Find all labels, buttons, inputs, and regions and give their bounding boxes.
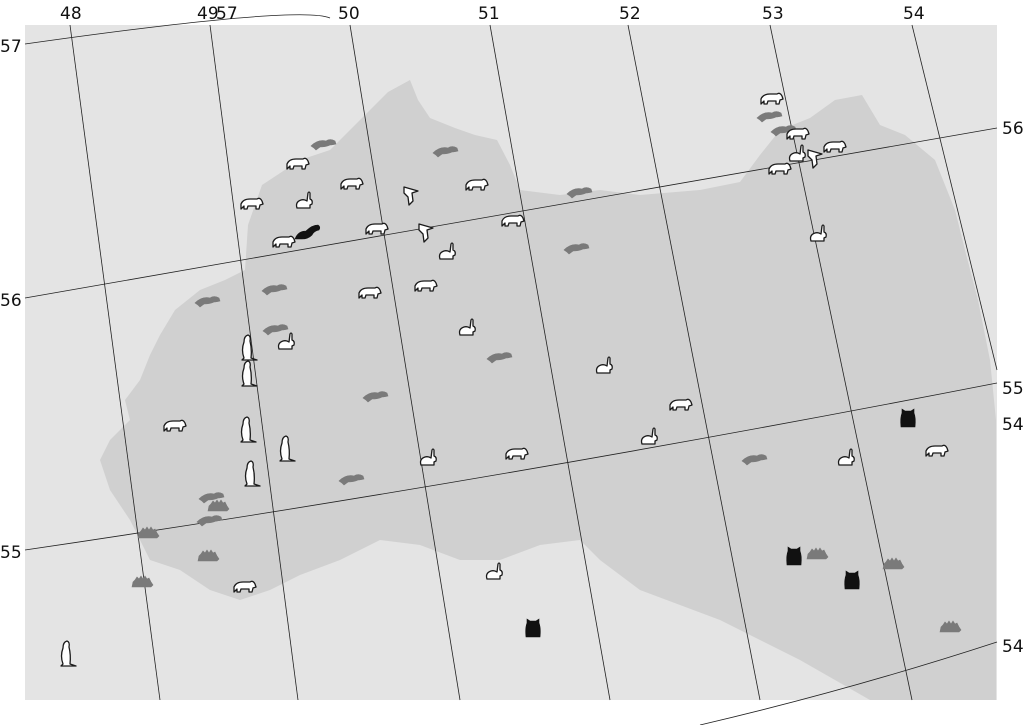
bear-icon[interactable] <box>272 235 296 248</box>
gopher-icon[interactable] <box>240 416 257 443</box>
rabbit-icon[interactable] <box>485 562 503 580</box>
rabbit-icon[interactable] <box>438 242 456 260</box>
longitude-line-50 <box>349 24 461 701</box>
bear-icon[interactable] <box>925 444 949 457</box>
longitude-line-54 <box>911 24 998 371</box>
gopher-icon[interactable] <box>241 360 258 387</box>
rabbit-icon[interactable] <box>837 448 855 466</box>
study-region <box>100 80 996 700</box>
hedgehog-icon[interactable] <box>137 526 160 539</box>
ferret-icon[interactable] <box>294 224 321 240</box>
otter-icon[interactable] <box>362 391 389 403</box>
bear-icon[interactable] <box>786 127 810 140</box>
bear-icon[interactable] <box>505 447 529 460</box>
bird-icon[interactable] <box>418 223 434 243</box>
latitude-lines <box>24 14 998 725</box>
hedgehog-icon[interactable] <box>882 557 905 570</box>
lon-label-54: 54 <box>903 4 925 24</box>
bear-icon[interactable] <box>233 580 257 593</box>
otter-icon[interactable] <box>563 243 590 255</box>
hamster-icon[interactable] <box>844 570 860 590</box>
rabbit-icon[interactable] <box>809 224 827 242</box>
bear-icon[interactable] <box>240 197 264 210</box>
bear-icon[interactable] <box>365 222 389 235</box>
bear-icon[interactable] <box>768 162 792 175</box>
bear-icon[interactable] <box>286 157 310 170</box>
longitude-line-51 <box>489 24 611 701</box>
otter-icon[interactable] <box>432 146 459 158</box>
otter-icon[interactable] <box>338 474 365 486</box>
lat-label-56-right: 56 <box>1002 119 1024 139</box>
bird-icon[interactable] <box>403 186 419 206</box>
rabbit-icon[interactable] <box>595 356 613 374</box>
otter-icon[interactable] <box>741 454 768 466</box>
bear-icon[interactable] <box>414 279 438 292</box>
rabbit-icon[interactable] <box>640 427 658 445</box>
lon-label-57: 57 <box>216 4 238 24</box>
gopher-icon[interactable] <box>244 460 261 487</box>
hedgehog-icon[interactable] <box>939 620 962 633</box>
latitude-labels-right: 56 55 54 54 <box>1002 119 1024 657</box>
longitude-line-52 <box>627 24 761 701</box>
gopher-icon[interactable] <box>279 435 296 462</box>
gopher-icon[interactable] <box>60 640 77 667</box>
otter-icon[interactable] <box>756 111 783 123</box>
otter-icon[interactable] <box>262 324 289 336</box>
longitude-lines <box>69 24 998 701</box>
lat-label-55-right: 55 <box>1002 379 1024 399</box>
bear-icon[interactable] <box>669 398 693 411</box>
bear-icon[interactable] <box>823 140 847 153</box>
lon-label-51: 51 <box>478 4 500 24</box>
bear-icon[interactable] <box>760 92 784 105</box>
bear-icon[interactable] <box>501 214 525 227</box>
latitude-line-56-left <box>24 127 998 299</box>
rabbit-icon[interactable] <box>277 332 295 350</box>
longitude-line-48 <box>69 24 161 701</box>
bear-icon[interactable] <box>163 419 187 432</box>
latitude-line-54 <box>699 641 998 725</box>
lon-label-52: 52 <box>619 4 641 24</box>
lon-label-48: 48 <box>60 4 82 24</box>
lon-label-49: 49 <box>197 4 219 24</box>
otter-icon[interactable] <box>196 515 223 527</box>
latitude-line-55-left <box>24 382 998 551</box>
longitude-line-49 <box>209 24 299 701</box>
lat-label-54-right-b: 54 <box>1002 637 1024 657</box>
bear-icon[interactable] <box>340 177 364 190</box>
lat-label-56: 56 <box>0 291 22 311</box>
species-markers <box>60 92 962 667</box>
rabbit-icon[interactable] <box>458 318 476 336</box>
bird-icon[interactable] <box>807 149 823 169</box>
rabbit-icon[interactable] <box>295 191 313 209</box>
otter-icon[interactable] <box>486 352 513 364</box>
hedgehog-icon[interactable] <box>131 575 154 588</box>
hamster-icon[interactable] <box>525 618 541 638</box>
otter-icon[interactable] <box>198 492 225 504</box>
longitude-labels: 48 49 57 50 51 52 53 54 <box>60 4 925 24</box>
hedgehog-icon[interactable] <box>207 499 230 512</box>
hamster-icon[interactable] <box>786 546 802 566</box>
otter-icon[interactable] <box>566 187 593 199</box>
rabbit-icon[interactable] <box>419 448 437 466</box>
lat-label-54-right-a: 54 <box>1002 415 1024 435</box>
hamster-icon[interactable] <box>900 408 916 428</box>
hedgehog-icon[interactable] <box>806 547 829 560</box>
lon-label-53: 53 <box>762 4 784 24</box>
latitude-line-57 <box>24 14 331 45</box>
lat-label-55: 55 <box>0 543 22 563</box>
lon-label-50: 50 <box>338 4 360 24</box>
rabbit-icon[interactable] <box>788 144 806 162</box>
gopher-icon[interactable] <box>241 334 258 361</box>
lat-label-57: 57 <box>0 37 22 57</box>
latitude-labels-left: 57 56 55 <box>0 37 22 563</box>
otter-icon[interactable] <box>194 296 221 308</box>
otter-icon[interactable] <box>310 139 337 151</box>
hedgehog-icon[interactable] <box>197 549 220 562</box>
bear-icon[interactable] <box>358 286 382 299</box>
bear-icon[interactable] <box>465 178 489 191</box>
otter-icon[interactable] <box>261 284 288 296</box>
